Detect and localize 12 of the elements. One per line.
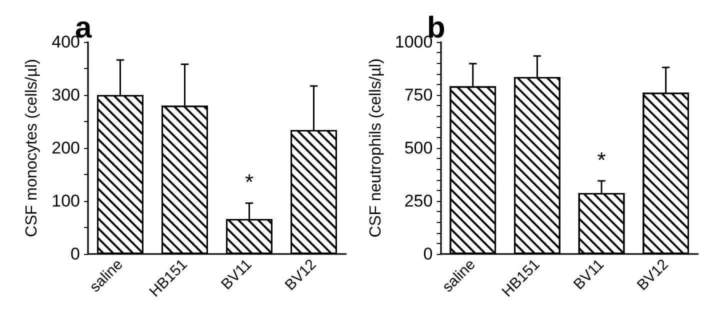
y-tick-label: 750 xyxy=(404,86,433,104)
y-tick-label: 0 xyxy=(423,244,433,264)
y-tick-label: 0 xyxy=(70,244,80,264)
annotation: * xyxy=(597,147,606,172)
y-tick-label: 250 xyxy=(404,192,433,210)
annotation: * xyxy=(244,170,254,195)
y-axis-title: CSF monocytes (cells/µl) xyxy=(24,58,40,238)
y-tick-label: 200 xyxy=(52,138,80,158)
y-tick-label: 100 xyxy=(52,192,80,210)
y-tick-label: 500 xyxy=(404,138,433,158)
y-axis-title: CSF neutrophils (cells/µl) xyxy=(368,58,384,238)
y-tick-label: 300 xyxy=(52,86,80,104)
